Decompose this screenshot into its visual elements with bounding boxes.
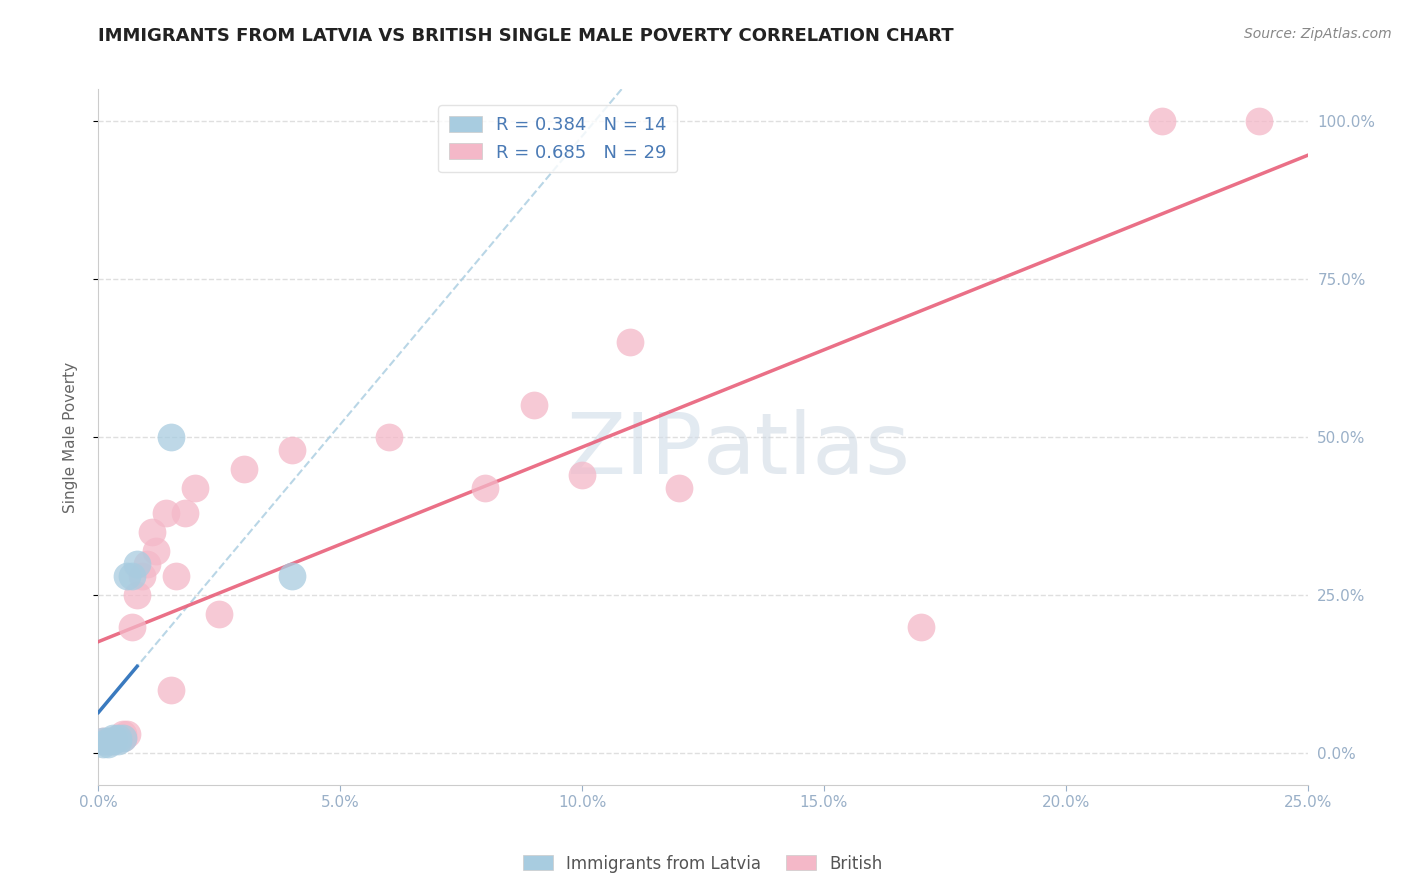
Point: [131, 569, 153, 583]
Legend: Immigrants from Latvia, British: Immigrants from Latvia, British: [516, 848, 890, 880]
Point: [155, 506, 177, 520]
Point: [117, 727, 139, 741]
Point: [127, 588, 149, 602]
Point: [160, 683, 183, 698]
Point: [107, 733, 129, 747]
Point: [1152, 113, 1174, 128]
Point: [160, 430, 183, 444]
Point: [97, 737, 120, 751]
Point: [1249, 113, 1271, 128]
Point: [111, 731, 134, 745]
Point: [107, 731, 129, 745]
Point: [281, 442, 304, 457]
Point: [101, 733, 124, 747]
Point: [127, 557, 149, 571]
Point: [174, 506, 197, 520]
Point: [91, 737, 114, 751]
Point: [377, 430, 399, 444]
Point: [117, 569, 139, 583]
Point: [141, 524, 163, 539]
Point: [232, 461, 254, 475]
Point: [523, 399, 546, 413]
Point: [135, 557, 157, 571]
Point: [97, 733, 120, 747]
Text: Source: ZipAtlas.com: Source: ZipAtlas.com: [1244, 27, 1392, 41]
Point: [91, 733, 114, 747]
Point: [107, 731, 129, 745]
Legend: R = 0.384   N = 14, R = 0.685   N = 29: R = 0.384 N = 14, R = 0.685 N = 29: [439, 105, 678, 172]
Point: [474, 481, 496, 495]
Text: ZIP: ZIP: [567, 409, 703, 492]
Text: IMMIGRANTS FROM LATVIA VS BRITISH SINGLE MALE POVERTY CORRELATION CHART: IMMIGRANTS FROM LATVIA VS BRITISH SINGLE…: [98, 27, 955, 45]
Point: [281, 569, 304, 583]
Point: [111, 727, 134, 741]
Point: [910, 620, 932, 634]
Point: [165, 569, 187, 583]
Point: [208, 607, 231, 622]
Point: [571, 468, 593, 483]
Point: [619, 335, 641, 350]
Point: [668, 481, 690, 495]
Point: [111, 731, 134, 745]
Point: [145, 544, 167, 558]
Point: [97, 733, 120, 747]
Point: [121, 569, 143, 583]
Point: [121, 620, 143, 634]
Point: [101, 731, 124, 745]
Point: [101, 733, 124, 747]
Point: [91, 733, 114, 747]
Y-axis label: Single Male Poverty: Single Male Poverty: [63, 361, 77, 513]
Point: [184, 481, 207, 495]
Text: atlas: atlas: [703, 409, 911, 492]
